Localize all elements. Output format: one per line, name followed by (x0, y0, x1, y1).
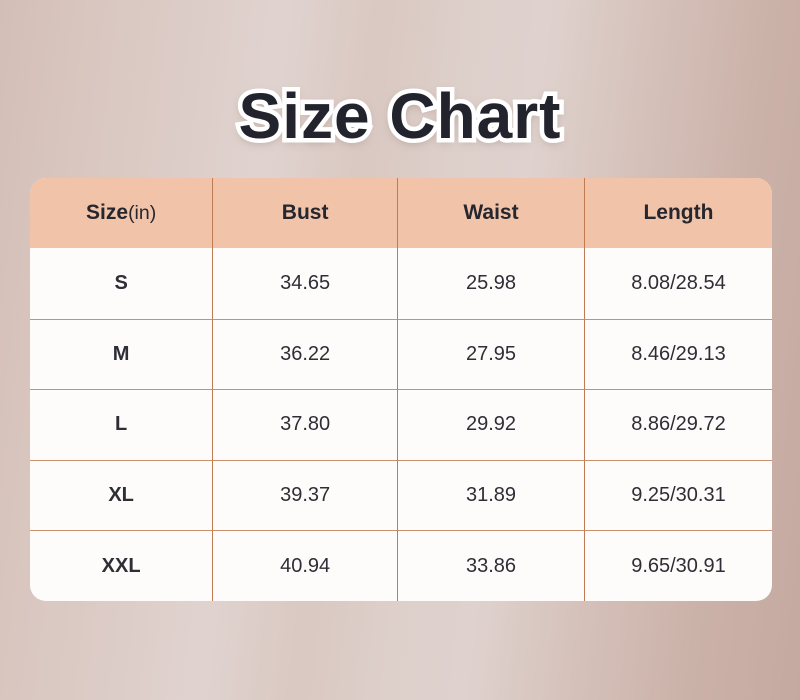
cell-bust: 34.65 (213, 248, 399, 319)
size-table: Size (in) Bust Waist Length S 34.65 25.98… (30, 178, 772, 601)
cell-waist: 29.92 (398, 389, 585, 460)
cell-waist: 27.95 (398, 318, 585, 390)
cell-waist: 31.89 (398, 459, 585, 531)
cell-size: M (30, 318, 214, 390)
cell-waist: 25.98 (398, 248, 585, 319)
page-title-text: Size Chart (238, 80, 562, 152)
header-length: Length (584, 178, 772, 248)
cell-size: L (30, 389, 214, 460)
header-size-unit: (in) (128, 201, 157, 224)
cell-length: 9.25/30.31 (584, 459, 772, 531)
cell-size: S (30, 248, 214, 319)
cell-bust: 40.94 (213, 530, 399, 601)
page-title: Size Chart Size Chart (0, 76, 800, 157)
header-bust: Bust (213, 178, 399, 248)
header-size-label: Size (86, 201, 129, 224)
cell-length: 8.86/29.72 (584, 389, 772, 460)
header-waist: Waist (398, 178, 585, 248)
cell-waist: 33.86 (398, 530, 585, 601)
cell-bust: 37.80 (213, 389, 399, 460)
cell-length: 9.65/30.91 (584, 530, 772, 601)
cell-length: 8.08/28.54 (631, 271, 726, 294)
cell-bust: 39.37 (213, 459, 399, 531)
cell-bust: 36.22 (213, 318, 399, 390)
cell-size: XL (30, 459, 214, 531)
page-title-outline: Size Chart (234, 76, 565, 157)
header-size: Size (in) (30, 178, 214, 248)
cell-size: XXL (30, 530, 214, 601)
cell-length: 8.46/29.13 (584, 318, 772, 390)
